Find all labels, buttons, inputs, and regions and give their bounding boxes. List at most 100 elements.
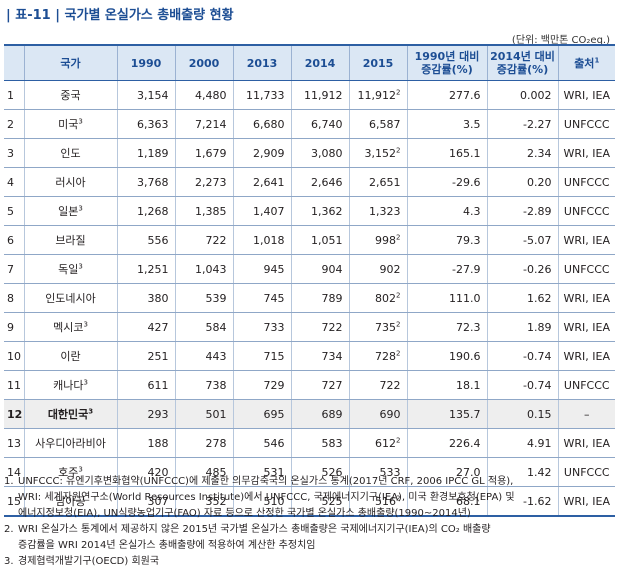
header-source-label: 출처 — [574, 56, 595, 70]
country-cell-value: 미국 — [58, 118, 79, 131]
change-1990-value: 18.1 — [456, 378, 481, 392]
change-1990: 165.1 — [406, 138, 487, 168]
value-2014-value: 1,362 — [311, 204, 343, 218]
table-row: 7 독일3 1,251 1,043 945 904 902 -27.9 -0.26 UNFCCC — [4, 254, 615, 284]
value-2015-footnote: 2 — [396, 435, 401, 444]
row-index: 2 — [4, 109, 24, 139]
table-title: | 표-11 | 국가별 온실가스 총배출량 현황 — [6, 8, 234, 23]
value-1990-value: 6,363 — [137, 117, 169, 131]
change-1990: 18.1 — [406, 370, 487, 400]
country-cell: 이란 — [23, 341, 117, 371]
source-cell: WRI, IEA — [557, 486, 615, 517]
row-index: 9 — [4, 312, 24, 342]
country-cell-value: 중국 — [60, 89, 81, 102]
value-2013: 2,909 — [232, 138, 291, 168]
value-1990-value: 420 — [147, 465, 169, 479]
country-cell-value: 이란 — [60, 350, 81, 363]
header-change-1990: 1990년 대비 증감률(%) — [406, 44, 487, 81]
change-2014-value: 2.34 — [527, 146, 552, 160]
value-2013-value: 6,680 — [253, 117, 285, 131]
header-1990: 1990 — [116, 44, 175, 81]
value-2013-value: 945 — [263, 262, 285, 276]
value-2015: 722 — [348, 370, 407, 400]
change-2014: 1.42 — [486, 457, 558, 487]
country-cell: 일본3 — [23, 196, 117, 226]
source-cell-value: WRI, IEA — [563, 88, 610, 102]
value-2013-value: 733 — [263, 320, 285, 334]
change-1990: 68.1 — [406, 486, 487, 517]
value-2015-value: 902 — [379, 262, 401, 276]
footnote-line: 증감률을 WRI 2014년 온실가스 총배출량에 적용하여 계산한 추정치임 — [4, 538, 616, 554]
source-cell-value: WRI, IEA — [563, 436, 610, 450]
change-2014: 0.15 — [486, 399, 558, 429]
value-2000-value: 738 — [205, 378, 227, 392]
value-2000-value: 352 — [205, 494, 227, 508]
country-cell-value: 브라질 — [55, 234, 86, 247]
row-index: 5 — [4, 196, 24, 226]
source-cell: UNFCCC — [557, 167, 615, 197]
value-1990: 1,189 — [116, 138, 175, 168]
value-2014: 727 — [290, 370, 349, 400]
change-1990-value: 165.1 — [449, 146, 481, 160]
value-2000: 738 — [174, 370, 233, 400]
source-cell-value: UNFCCC — [563, 175, 610, 189]
value-2015: 6,587 — [348, 109, 407, 139]
footnote-number — [4, 538, 18, 554]
value-2014-value: 11,912 — [304, 88, 343, 102]
row-index-value: 15 — [7, 494, 21, 508]
header-source-footnote: 1 — [594, 55, 600, 64]
change-2014: 2.34 — [486, 138, 558, 168]
row-index-value: 11 — [7, 378, 21, 392]
value-2000: 352 — [174, 486, 233, 517]
change-1990-value: 135.7 — [449, 407, 481, 421]
value-1990: 188 — [116, 428, 175, 458]
value-2000-value: 278 — [205, 436, 227, 450]
change-2014-value: 0.002 — [520, 88, 552, 102]
change-1990-value: 68.1 — [456, 494, 481, 508]
value-2014-value: 3,080 — [311, 146, 343, 160]
value-2000-value: 1,043 — [195, 262, 227, 276]
source-cell-value: WRI, IEA — [563, 146, 610, 160]
country-cell-footnote: 3 — [88, 407, 94, 416]
value-1990-value: 556 — [147, 233, 169, 247]
change-1990: -29.6 — [406, 167, 487, 197]
footnote-line: 2. WRI 온실가스 통계에서 제공하지 않은 2015년 국가별 온실가스 총… — [4, 522, 616, 538]
value-2014: 1,051 — [290, 225, 349, 255]
value-2015-footnote: 2 — [396, 348, 401, 357]
value-1990: 6,363 — [116, 109, 175, 139]
value-2000: 443 — [174, 341, 233, 371]
country-cell-value: 호주 — [58, 466, 79, 479]
source-cell: WRI, IEA — [557, 428, 615, 458]
change-2014: -1.62 — [486, 486, 558, 517]
header-2000: 2000 — [174, 44, 233, 81]
value-2015-value: 3,152 — [364, 146, 397, 160]
change-1990: -27.9 — [406, 254, 487, 284]
change-1990: 226.4 — [406, 428, 487, 458]
value-2014-value: 689 — [321, 407, 343, 421]
value-2015-value: 612 — [375, 436, 397, 450]
value-1990-value: 427 — [147, 320, 169, 334]
value-2015-value: 735 — [375, 320, 397, 334]
value-2014: 583 — [290, 428, 349, 458]
table-row: 5 일본3 1,268 1,385 1,407 1,362 1,323 4.3 -2.89 UNF… — [4, 196, 615, 226]
change-2014-value: 1.89 — [527, 320, 552, 334]
value-2013: 546 — [232, 428, 291, 458]
source-cell: UNFCCC — [557, 196, 615, 226]
value-2013-value: 546 — [263, 436, 285, 450]
country-cell: 중국 — [23, 80, 117, 110]
row-index: 6 — [4, 225, 24, 255]
source-cell-value: UNFCCC — [563, 117, 610, 131]
country-cell: 남아공 — [23, 486, 117, 517]
change-2014-value: -0.74 — [523, 378, 552, 392]
value-2015-footnote: 2 — [396, 290, 401, 299]
footnote-text: UNFCCC: 유엔기후변화협약(UNFCCC)에 제출한 의무감축국의 온실가… — [18, 476, 514, 487]
source-cell: UNFCCC — [557, 457, 615, 487]
value-2014: 689 — [290, 399, 349, 429]
footnote-number: 1. — [4, 476, 14, 487]
unit-label: (단위: 백만톤 CO₂eq.) — [511, 35, 610, 46]
change-2014-value: 1.62 — [527, 291, 552, 305]
change-1990-value: -29.6 — [452, 175, 481, 189]
value-2014: 11,912 — [290, 80, 349, 110]
change-2014: -2.27 — [486, 109, 558, 139]
value-1990: 427 — [116, 312, 175, 342]
